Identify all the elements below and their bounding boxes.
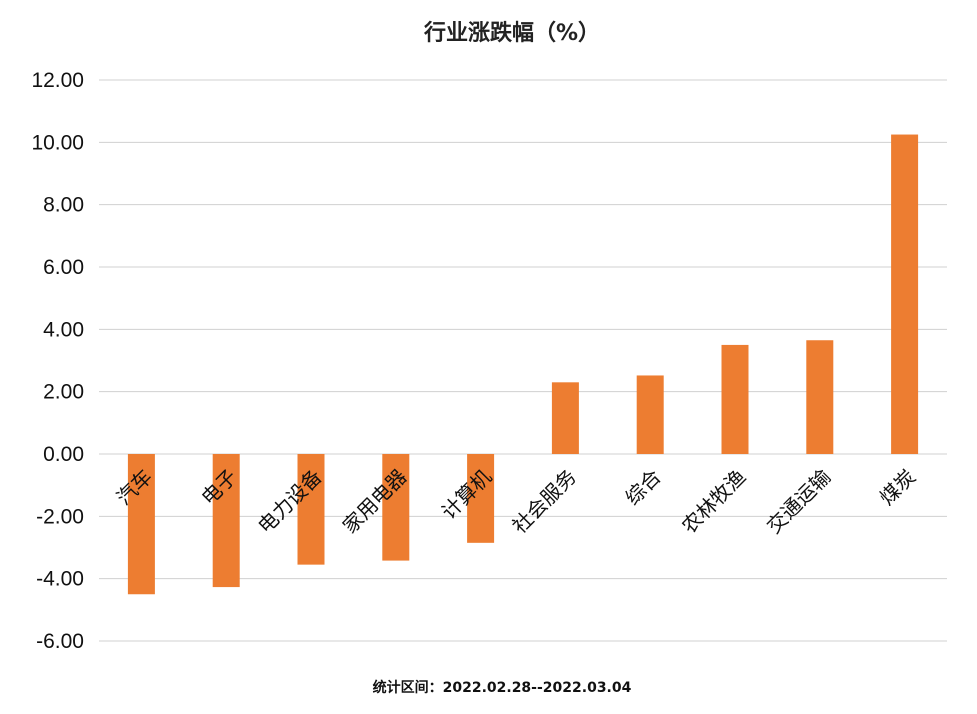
y-tick-label: -2.00 [36, 505, 84, 528]
bar [636, 375, 664, 454]
y-tick-label: -4.00 [36, 568, 84, 591]
bar [382, 454, 410, 561]
y-tick-label: 4.00 [43, 318, 84, 341]
category-label: 交通运输 [762, 465, 836, 539]
bar [467, 454, 495, 543]
chart-title: 行业涨跌幅（%） [423, 20, 600, 46]
bar [891, 134, 919, 454]
y-tick-label: 8.00 [43, 194, 84, 217]
bar [297, 454, 325, 565]
y-axis-tick-labels: 12.00 10.00 8.00 6.00 4.00 2.00 0.00 -2.00 -4.00… [31, 69, 84, 653]
y-tick-label: 10.00 [31, 131, 84, 154]
bar [212, 454, 240, 588]
bar [721, 344, 749, 454]
y-tick-label: 2.00 [43, 381, 84, 404]
date-range-footnote: 统计区间：2022.02.28--2022.03.04 [373, 679, 632, 696]
y-tick-label: 12.00 [31, 69, 84, 92]
y-tick-label: -6.00 [36, 630, 84, 653]
category-label: 农林牧渔 [677, 465, 751, 539]
grid-lines [99, 79, 947, 642]
bar [127, 454, 155, 595]
bar [806, 340, 834, 454]
category-label: 煤炭 [875, 465, 920, 510]
category-label: 综合 [620, 465, 665, 510]
bar [551, 382, 579, 454]
bars [127, 134, 919, 595]
y-tick-label: 0.00 [43, 443, 84, 466]
category-label: 社会服务 [507, 465, 581, 539]
y-tick-label: 6.00 [43, 256, 84, 279]
